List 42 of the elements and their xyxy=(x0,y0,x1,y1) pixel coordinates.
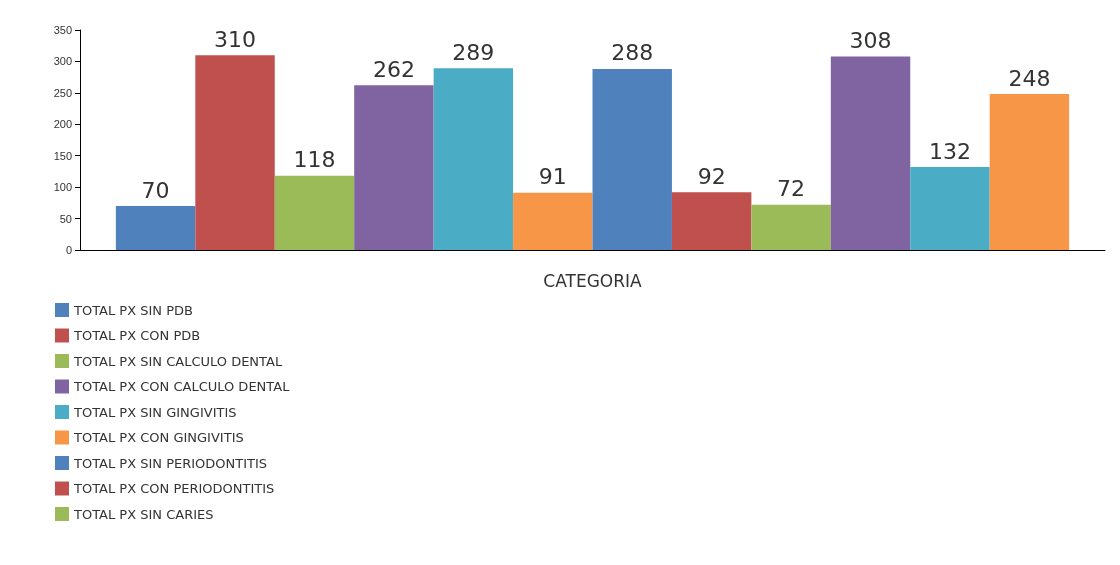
data-label: 70 xyxy=(141,177,170,203)
legend-label: TOTAL PX SIN CARIES xyxy=(73,506,214,522)
y-tick-label: 300 xyxy=(53,55,72,68)
legend-label: TOTAL PX CON PDB xyxy=(73,328,201,343)
data-label: 72 xyxy=(777,176,806,202)
legend-label: TOTAL PX SIN GINGIVITIS xyxy=(73,404,237,420)
y-tick-label: 200 xyxy=(53,118,72,131)
bar xyxy=(910,167,990,250)
y-tick-label: 100 xyxy=(53,181,72,194)
y-tick-label: 350 xyxy=(53,24,72,36)
y-tick-label: 50 xyxy=(59,212,72,225)
bar xyxy=(513,192,593,250)
y-tick-label: 250 xyxy=(53,86,72,99)
bar xyxy=(433,68,514,250)
bar xyxy=(354,85,434,250)
data-label: 310 xyxy=(214,26,257,52)
data-label: 288 xyxy=(611,40,654,66)
bar xyxy=(830,56,911,250)
bar xyxy=(274,175,355,250)
data-label: 289 xyxy=(452,39,495,65)
legend-label: TOTAL PX SIN CALCULO DENTAL xyxy=(73,353,283,369)
data-label: 262 xyxy=(372,56,415,82)
data-label: 308 xyxy=(849,27,892,53)
y-tick-label: 150 xyxy=(53,149,72,162)
data-label: 248 xyxy=(1008,65,1051,91)
legend-label: TOTAL PX CON PERIODONTITIS xyxy=(73,481,275,496)
data-label: 118 xyxy=(293,147,336,173)
bar xyxy=(592,68,672,250)
bar xyxy=(751,204,831,250)
legend-label: TOTAL PX CON GINGIVITIS xyxy=(73,430,244,445)
bar xyxy=(195,55,275,250)
x-tick-label: CATEGORIA xyxy=(543,270,643,291)
bar xyxy=(989,94,1070,250)
legend-label: TOTAL PX CON CALCULO DENTAL xyxy=(73,379,291,394)
bar xyxy=(671,192,752,250)
legend-label: TOTAL PX SIN PDB xyxy=(73,302,193,318)
bar xyxy=(115,206,196,250)
data-label: 92 xyxy=(697,163,726,189)
data-label: 91 xyxy=(538,164,567,190)
legend-label: TOTAL PX SIN PERIODONTITIS xyxy=(73,455,268,471)
data-label: 132 xyxy=(928,138,971,164)
y-tick-label: 0 xyxy=(65,244,72,256)
